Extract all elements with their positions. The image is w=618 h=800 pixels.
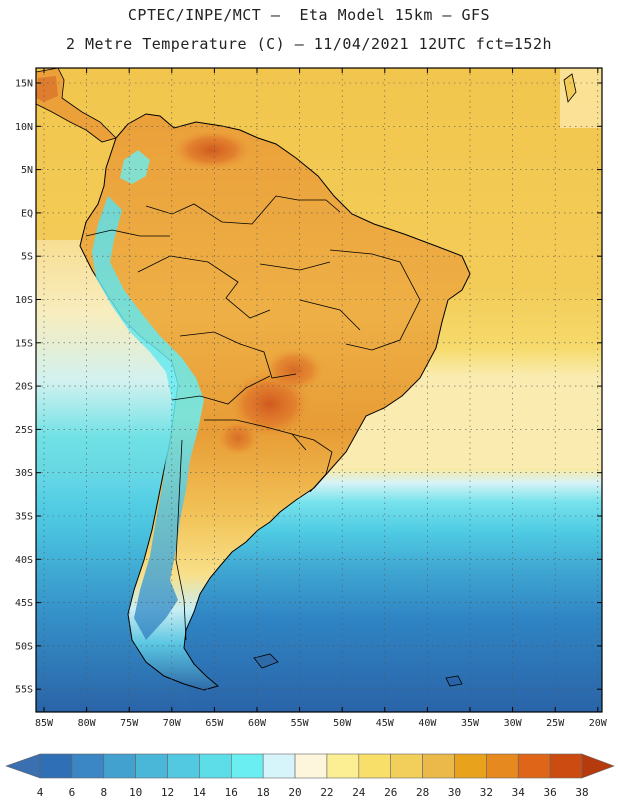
- legend-swatch: [294, 753, 328, 779]
- legend-swatch: [326, 753, 360, 779]
- legend-swatch: [486, 753, 519, 779]
- legend-label: 6: [69, 786, 76, 799]
- lon-tick-label: 60W: [248, 718, 267, 729]
- lon-tick-label: 75W: [120, 718, 139, 729]
- falkland-islands: [253, 653, 279, 669]
- legend-swatch: [167, 753, 200, 779]
- lat-tick-label: 5S: [21, 252, 33, 263]
- legend-label: 22: [320, 786, 333, 799]
- legend-swatch: [230, 753, 264, 779]
- lat-tick-label: 20S: [15, 382, 33, 393]
- legend-label: 38: [575, 786, 588, 799]
- lon-tick-label: 30W: [504, 718, 523, 729]
- lon-tick-label: 45W: [376, 718, 395, 729]
- lat-tick-label: 25S: [15, 425, 33, 436]
- legend-label: 26: [384, 786, 397, 799]
- legend-label: 18: [257, 786, 270, 799]
- lon-tick-label: 25W: [546, 718, 565, 729]
- map-gridlines: [36, 68, 602, 712]
- map-area: [36, 68, 602, 712]
- hot-spot-chaco: [218, 420, 258, 456]
- legend-swatch: [262, 753, 296, 779]
- andes-cool-band: [92, 196, 204, 640]
- legend-label: 36: [543, 786, 556, 799]
- lon-tick-label: 35W: [461, 718, 480, 729]
- country-borders: [85, 195, 421, 641]
- legend-swatch: [135, 753, 168, 779]
- color-legend: [5, 753, 615, 779]
- legend-label: 20: [288, 786, 301, 799]
- latitude-axis: 15N 10N 5N EQ 5S 10S 15S 20S 25S 30S 35S 40S 45S 50S 5…: [15, 79, 602, 696]
- map-subtitle: 2 Metre Temperature (C) – 11/04/2021 12U…: [65, 35, 553, 53]
- legend-label: 12: [161, 786, 174, 799]
- lon-tick-label: 40W: [418, 718, 437, 729]
- legend-label: 16: [225, 786, 238, 799]
- legend-label: 24: [352, 786, 366, 799]
- legend-arrow-low: [5, 753, 41, 779]
- lat-tick-label: 15S: [15, 338, 33, 349]
- lon-tick-label: 65W: [205, 718, 224, 729]
- legend-swatch: [39, 753, 73, 779]
- lat-tick-label: 35S: [15, 512, 33, 523]
- lat-tick-label: 10N: [15, 122, 33, 133]
- legend-label: 30: [448, 786, 461, 799]
- caribbean-islands: [563, 73, 577, 103]
- map-title: CPTEC/INPE/MCT – Eta Model 15km – GFS: [127, 6, 491, 24]
- lat-tick-label: 50S: [15, 641, 33, 652]
- legend-label: 28: [416, 786, 429, 799]
- legend-label: 10: [129, 786, 142, 799]
- lat-tick-label: 45S: [15, 598, 33, 609]
- legend-label: 8: [100, 786, 107, 799]
- lon-tick-label: 55W: [291, 718, 310, 729]
- lon-tick-label: 80W: [78, 718, 97, 729]
- legend-label: 34: [512, 786, 526, 799]
- legend-swatch: [358, 753, 392, 779]
- legend-label: 32: [480, 786, 493, 799]
- legend-swatch: [390, 753, 423, 779]
- lat-tick-label: 40S: [15, 555, 33, 566]
- lat-tick-label: 55S: [15, 685, 33, 696]
- legend-label: 14: [193, 786, 207, 799]
- legend-swatch: [422, 753, 455, 779]
- south-georgia-island: [445, 675, 463, 687]
- atlantic-cool-patch: [560, 68, 602, 128]
- lon-tick-label: 50W: [333, 718, 352, 729]
- lat-tick-label: 15N: [15, 79, 33, 90]
- legend-swatch: [103, 753, 136, 779]
- central-america-hot-region: [36, 76, 58, 102]
- hot-spot-mato-grosso: [264, 348, 324, 392]
- legend-arrow-high: [581, 753, 615, 779]
- lat-tick-label: EQ: [21, 208, 33, 219]
- legend-swatch: [199, 753, 232, 779]
- legend-swatch: [71, 753, 105, 779]
- legend-label: 4: [37, 786, 44, 799]
- map-frame: [35, 67, 603, 713]
- lat-tick-label: 30S: [15, 468, 33, 479]
- lat-tick-label: 5N: [21, 165, 33, 176]
- legend-swatch: [454, 753, 487, 779]
- lat-tick-label: 10S: [15, 295, 33, 306]
- lon-tick-label: 85W: [35, 718, 54, 729]
- colombia-andes-cool-patch: [120, 150, 150, 184]
- hot-spot-venezuela: [172, 130, 252, 170]
- lon-tick-label: 70W: [163, 718, 182, 729]
- legend-labels: 4 6 8 10 12 14 16 18 20 22 24 26 28 30 32 34 36 38: [37, 786, 589, 799]
- legend-swatch: [517, 753, 551, 779]
- legend-swatch: [549, 753, 583, 779]
- longitude-axis: 85W 80W 75W 70W 65W 60W 55W 50W 45W 40W 35W 30W 25W 2…: [35, 68, 608, 729]
- lon-tick-label: 20W: [589, 718, 608, 729]
